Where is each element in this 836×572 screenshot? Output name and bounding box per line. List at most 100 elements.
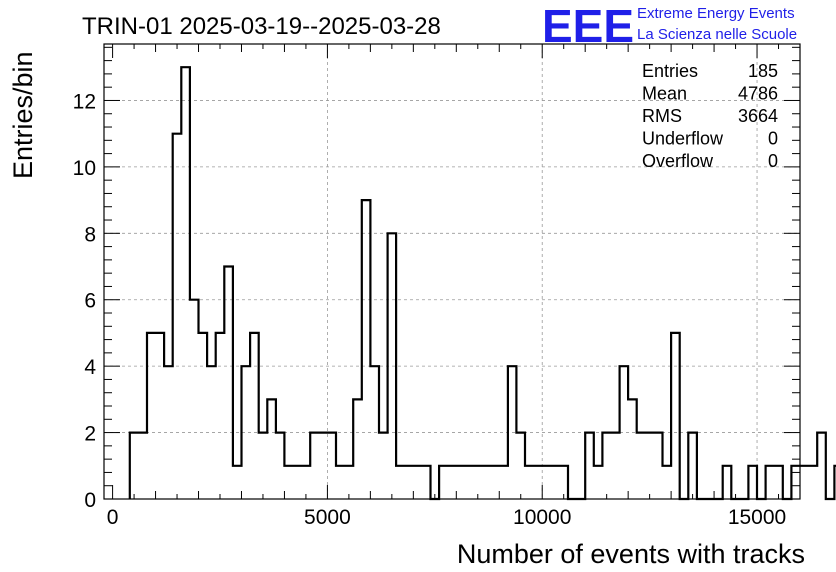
histogram-bin [327, 433, 336, 499]
histogram-bin [637, 433, 646, 499]
histogram-bin [800, 466, 809, 499]
histogram-bin [594, 466, 603, 499]
stat-label: Entries [642, 61, 698, 81]
chart-title: TRIN-01 2025-03-19--2025-03-28 [82, 13, 441, 40]
histogram-bin [688, 433, 697, 499]
histogram-bin [173, 134, 182, 499]
histogram-bin [336, 466, 345, 499]
histogram-bin [259, 433, 268, 499]
histogram-bin [190, 300, 199, 499]
histogram-bin [413, 466, 422, 499]
histogram-bin [499, 466, 508, 499]
axis-ticks [104, 44, 801, 500]
x-tick-label: 10000 [513, 506, 571, 529]
stat-label: Underflow [642, 129, 724, 149]
histogram-bin [491, 466, 500, 499]
histogram-bin [508, 366, 517, 499]
histogram-bin [156, 333, 165, 499]
histogram-bin [654, 433, 663, 499]
logo-line-2: La Scienza nelle Scuole [637, 26, 797, 43]
histogram-bin [585, 433, 594, 499]
histogram-bin [439, 466, 448, 499]
stat-value: 4786 [738, 84, 778, 104]
histogram-bin [396, 466, 405, 499]
histogram-bin [293, 466, 302, 499]
histogram-bin [482, 466, 491, 499]
histogram-bin [456, 466, 465, 499]
stats-box: Entries 185 Mean 4786 RMS 3664 Underflow 0 Overf… [642, 61, 778, 171]
stat-label: Overflow [642, 151, 714, 171]
histogram-bin [284, 466, 293, 499]
histogram-bin [809, 466, 818, 499]
histogram-bin [748, 466, 757, 499]
histogram-bin [199, 333, 208, 499]
histogram-bin [267, 399, 276, 499]
histogram-bin [241, 366, 250, 499]
histogram-bin [766, 466, 775, 499]
plot-frame [103, 43, 801, 500]
histogram-bin [405, 466, 414, 499]
histogram-bin [663, 466, 672, 499]
histogram-bin [516, 433, 525, 499]
histogram-bin [671, 333, 680, 499]
logo-mark: EEE [542, 0, 634, 52]
histogram-bin [362, 200, 371, 499]
histogram-bin [224, 267, 233, 499]
histogram-bin [817, 433, 826, 499]
histogram-bin [147, 333, 156, 499]
x-tick-label: 0 [107, 506, 119, 529]
y-tick-label: 0 [84, 489, 96, 512]
y-tick-label: 6 [84, 290, 96, 313]
histogram-bin [310, 433, 319, 499]
y-axis-title: Entries/bin [8, 51, 38, 179]
eee-logo: EEE Extreme Energy Events La Scienza nel… [542, 0, 797, 52]
y-tick-label: 12 [73, 90, 96, 113]
histogram-bin [370, 366, 379, 499]
y-tick-label: 4 [84, 356, 96, 379]
histogram-bin [534, 466, 543, 499]
histogram-bin [138, 433, 147, 499]
x-tick-label: 5000 [304, 506, 351, 529]
histogram-bin [620, 366, 629, 499]
x-tick-label: 15000 [728, 506, 786, 529]
histogram-bin [207, 366, 216, 499]
y-tick-label: 8 [84, 223, 96, 246]
histogram-bin [388, 233, 397, 499]
histogram-bin [379, 433, 388, 499]
histogram-bin [611, 433, 620, 499]
histogram-bin [422, 466, 431, 499]
histogram-bin [181, 67, 190, 499]
histogram-bin [551, 466, 560, 499]
histogram-bin [628, 399, 637, 499]
histogram-bin [216, 333, 225, 499]
histogram-bin [645, 433, 654, 499]
histogram-line [128, 66, 836, 501]
histogram-bin [164, 366, 173, 499]
tick-labels: 0 5000 10000 15000 0 2 4 6 8 10 12 [73, 90, 787, 529]
histogram-bin [250, 333, 259, 499]
y-tick-label: 2 [84, 423, 96, 446]
stat-value: 0 [768, 129, 778, 149]
stat-value: 185 [748, 61, 778, 81]
histogram-bin [465, 466, 474, 499]
histogram-series [128, 66, 836, 501]
stat-value: 3664 [738, 106, 778, 126]
histogram-bin [448, 466, 457, 499]
histogram-bin [233, 466, 242, 499]
stat-label: RMS [642, 106, 682, 126]
grid [104, 44, 800, 499]
histogram-bin [525, 466, 534, 499]
histogram-bin [723, 466, 732, 499]
stat-value: 0 [768, 151, 778, 171]
x-axis-title: Number of events with tracks [457, 539, 805, 569]
histogram-bin [602, 433, 611, 499]
histogram-bin [542, 466, 551, 499]
histogram-bin [353, 399, 362, 499]
histogram-bin [791, 466, 800, 499]
logo-line-1: Extreme Energy Events [637, 5, 795, 22]
y-tick-label: 10 [73, 157, 96, 180]
histogram-bin [130, 433, 139, 499]
stat-label: Mean [642, 84, 687, 104]
histogram-bin [319, 433, 328, 499]
